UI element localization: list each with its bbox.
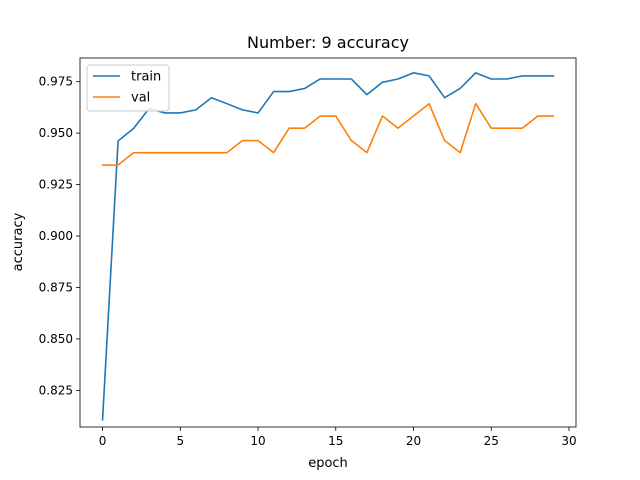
plot-area bbox=[79, 57, 577, 428]
y-tick-label: 0.850 bbox=[39, 332, 73, 346]
y-tick-label: 0.925 bbox=[39, 178, 73, 192]
legend-label-val: val bbox=[131, 91, 150, 106]
series-line-train bbox=[101, 72, 555, 421]
x-axis-label: epoch bbox=[308, 456, 348, 471]
x-tick-label: 10 bbox=[250, 434, 265, 448]
y-tick-label: 0.975 bbox=[39, 75, 73, 89]
series-line-val bbox=[101, 102, 555, 166]
plot-frame bbox=[79, 57, 577, 428]
series-layer bbox=[101, 72, 555, 421]
y-axis-label: accuracy bbox=[11, 212, 26, 271]
y-tick-label: 0.875 bbox=[39, 280, 73, 294]
legend-label-train: train bbox=[131, 70, 161, 85]
x-tick-label: 0 bbox=[99, 434, 107, 448]
x-axis-ticks: 0 5 10 15 20 25 30 bbox=[99, 427, 577, 448]
y-tick-label: 0.950 bbox=[39, 126, 73, 140]
x-tick-label: 5 bbox=[176, 434, 184, 448]
x-tick-label: 15 bbox=[328, 434, 343, 448]
y-tick-label: 0.900 bbox=[39, 229, 73, 243]
x-tick-label: 20 bbox=[406, 434, 421, 448]
legend: train val bbox=[86, 64, 170, 112]
x-tick-label: 30 bbox=[561, 434, 576, 448]
y-tick-label: 0.825 bbox=[39, 383, 73, 397]
y-axis-ticks: 0.825 0.850 0.875 0.900 0.925 0.950 0.975 bbox=[39, 75, 80, 397]
x-tick-label: 25 bbox=[484, 434, 499, 448]
chart-title: Number: 9 accuracy bbox=[247, 33, 409, 52]
